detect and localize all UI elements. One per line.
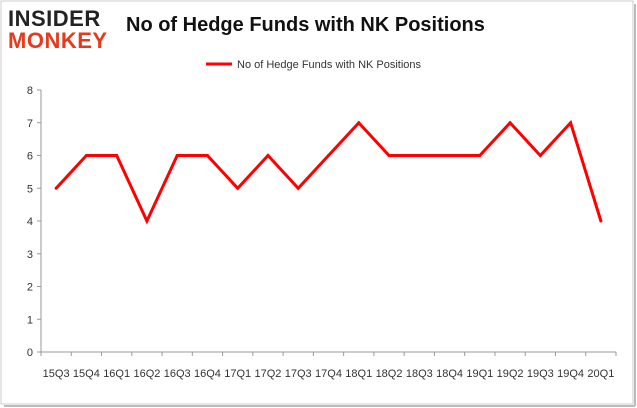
data-point [266, 154, 270, 157]
data-point [357, 121, 361, 125]
x-tick-label: 16Q2 [133, 368, 160, 380]
legend: No of Hedge Funds with NK Positions [206, 59, 422, 71]
x-tick-label: 17Q1 [224, 368, 251, 380]
data-point [538, 154, 542, 157]
logo-text-top: INSIDER [8, 6, 101, 31]
x-tick-label: 17Q2 [255, 368, 282, 380]
data-point [205, 154, 209, 157]
data-point [569, 121, 573, 125]
x-tick-label: 18Q4 [436, 368, 463, 380]
data-point [448, 154, 452, 157]
x-tick-label: 16Q3 [164, 368, 191, 380]
x-tick-label: 19Q4 [557, 368, 584, 380]
data-point [84, 154, 88, 157]
data-point [175, 154, 179, 157]
chart-title: No of Hedge Funds with NK Positions [126, 14, 485, 36]
x-tick-label: 19Q1 [466, 368, 493, 380]
x-tick-label: 15Q3 [43, 368, 70, 380]
plot-area: 0 1 2 3 4 5 6 7 8 15Q3 15Q4 16Q1 16Q2 16Q3 16Q4 17Q1 17Q… [27, 85, 617, 380]
x-tick-label: 16Q4 [194, 368, 221, 380]
y-tick-label: 0 [27, 347, 33, 359]
x-tick-label: 19Q3 [527, 368, 554, 380]
x-tick-label: 18Q3 [406, 368, 433, 380]
y-tick-label: 3 [27, 249, 33, 261]
x-tick-label: 15Q4 [73, 368, 100, 380]
x-tick-label: 18Q1 [345, 368, 372, 380]
legend-label: No of Hedge Funds with NK Positions [237, 59, 422, 71]
x-tick-label: 19Q2 [497, 368, 524, 380]
y-tick-label: 8 [27, 85, 33, 97]
data-point [478, 154, 482, 157]
data-point [599, 219, 603, 223]
y-tick-label: 4 [27, 216, 33, 228]
data-point [387, 154, 391, 157]
x-tick-label: 17Q4 [315, 368, 342, 380]
y-tick-label: 6 [27, 151, 33, 163]
logo-text-bottom: MONKEY [8, 28, 108, 53]
data-point [115, 154, 119, 157]
data-point [296, 186, 300, 190]
y-tick-label: 2 [27, 282, 33, 294]
series-line [54, 119, 603, 225]
x-tick-label: 18Q2 [376, 368, 403, 380]
insider-monkey-logo: INSIDER MONKEY [8, 8, 114, 54]
data-point [54, 186, 58, 190]
data-point [236, 186, 240, 190]
data-point [145, 219, 149, 223]
y-tick-label: 5 [27, 183, 33, 195]
x-tick-label: 17Q3 [285, 368, 312, 380]
data-point [417, 154, 421, 157]
data-point [508, 121, 512, 125]
x-tick-label: 20Q1 [587, 368, 614, 380]
y-tick-label: 1 [27, 314, 33, 326]
y-tick-label: 7 [27, 118, 33, 130]
data-point [327, 154, 330, 157]
x-tick-label: 16Q1 [103, 368, 130, 380]
